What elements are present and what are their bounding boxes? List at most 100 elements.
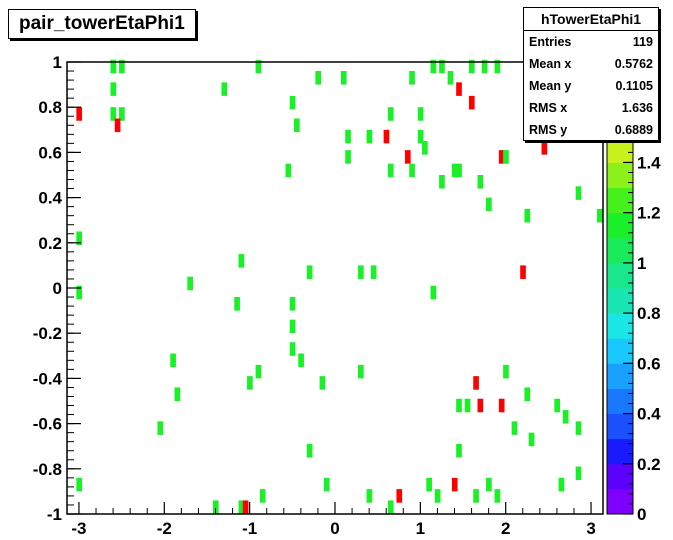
stats-row: Mean x 0.5762 — [524, 53, 658, 75]
heatmap-cell-71 — [498, 398, 505, 413]
heatmap-cell-86 — [558, 477, 565, 492]
stats-label: Entries — [529, 35, 572, 49]
heatmap-cell-60 — [255, 364, 262, 379]
heatmap-cell-2 — [255, 59, 262, 74]
heatmap-cell-1 — [119, 59, 125, 74]
heatmap-cell-63 — [358, 364, 364, 379]
y-tick-label: -0.4 — [33, 369, 63, 388]
heatmap-cell-95 — [242, 500, 249, 514]
heatmap-cell-62 — [319, 376, 326, 390]
heatmap-cell-29 — [345, 150, 351, 164]
heatmap-cell-75 — [511, 421, 518, 435]
stats-row: RMS y 0.6889 — [524, 119, 658, 141]
heatmap-cell-84 — [451, 477, 458, 492]
heatmap-cell-52 — [76, 285, 83, 300]
histogram-title: pair_towerEtaPhi1 — [8, 9, 196, 39]
heatmap-cell-30 — [404, 150, 411, 164]
heatmap-cell-27 — [417, 129, 424, 144]
heatmap-cell-96 — [387, 500, 394, 514]
heatmap-cell-57 — [289, 342, 296, 356]
heatmap-cell-82 — [323, 477, 330, 492]
heatmap-cell-88 — [366, 489, 373, 503]
heatmap-cell-42 — [486, 197, 492, 212]
heatmap-cell-33 — [541, 141, 548, 155]
heatmap-cell-92 — [494, 489, 501, 503]
heatmap-cell-78 — [306, 443, 313, 458]
heatmap-cell-32 — [503, 150, 509, 164]
heatmap-cell-15 — [110, 82, 117, 96]
palette-swatch — [607, 237, 633, 264]
stats-row: Entries 119 — [524, 31, 658, 53]
heatmap-cell-76 — [575, 421, 582, 435]
heatmap-cell-53 — [430, 285, 437, 300]
heatmap-cell-58 — [298, 353, 304, 368]
heatmap-cell-70 — [477, 398, 484, 413]
heatmap-cell-72 — [554, 398, 560, 413]
heatmap-cell-54 — [234, 297, 240, 311]
heatmap-cell-16 — [110, 107, 117, 121]
y-tick-label: 0.8 — [38, 98, 62, 117]
y-tick-label: -0.8 — [33, 460, 62, 479]
heatmap-cell-79 — [456, 443, 462, 458]
stats-label: RMS x — [529, 101, 568, 115]
axes: -3 -2 -1 0 1 2 3 -1 -0.8 -0.6 -0.4 -0.2 0 0.2 0.4 0.6 0.… — [33, 53, 596, 538]
heatmap-cell-59 — [170, 353, 176, 368]
palette-swatch — [607, 488, 633, 515]
heatmap-cell-87 — [259, 489, 266, 503]
palette-swatch — [607, 463, 633, 490]
heatmap-cell-85 — [486, 477, 492, 492]
heatmap-cell-8 — [468, 59, 475, 74]
stats-value: 1.636 — [621, 101, 653, 115]
heatmap-cell-31 — [498, 150, 505, 164]
heatmap-cell-61 — [247, 376, 253, 390]
palette-swatch — [607, 363, 633, 389]
y-tick-label: -0.2 — [33, 324, 62, 343]
heatmap-cell-81 — [76, 477, 83, 492]
heatmap-cell-4 — [340, 71, 347, 85]
heatmap-cell-0 — [110, 59, 117, 74]
palette-swatch — [607, 162, 633, 189]
x-tick-label: 2 — [501, 519, 510, 538]
heatmap-cell-74 — [157, 421, 164, 435]
heatmap-cell-19 — [221, 82, 228, 96]
heatmap-cell-26 — [417, 107, 424, 121]
heatmap-cell-68 — [456, 398, 462, 413]
heatmap-cell-90 — [434, 489, 441, 503]
heatmap-cell-10 — [494, 59, 501, 74]
heatmap-cell-18 — [114, 118, 121, 133]
stats-box: hTowerEtaPhi1 Entries 119 Mean x 0.5762 Mean… — [523, 7, 659, 141]
palette-swatch — [607, 187, 633, 214]
z-tick-label: 0.6 — [637, 354, 661, 373]
stats-value: 119 — [632, 35, 653, 49]
stats-value: 0.6889 — [614, 123, 653, 137]
heatmap-cell-89 — [396, 489, 403, 503]
x-tick-label: -2 — [157, 519, 172, 538]
heatmap-cell-39 — [439, 175, 445, 189]
heatmap-cell-6 — [430, 59, 437, 74]
palette-swatch — [607, 313, 633, 339]
heatmap-cell-51 — [187, 276, 193, 291]
z-tick-label: 0.2 — [637, 455, 661, 474]
palette-swatch — [607, 137, 633, 163]
heatmap-cell-80 — [575, 466, 582, 481]
y-tick-label: -1 — [47, 505, 62, 524]
x-tick-label: -3 — [71, 519, 86, 538]
z-tick-label: 1 — [637, 254, 646, 273]
heatmap-cell-44 — [597, 208, 603, 223]
y-tick-label: 0.2 — [38, 234, 62, 253]
heatmap-cell-34 — [285, 163, 292, 178]
heatmap-cell-55 — [289, 297, 296, 311]
heatmap-cells — [76, 59, 603, 514]
heatmap-cell-69 — [464, 398, 471, 413]
heatmap-cell-49 — [370, 265, 377, 279]
heatmap-cell-3 — [315, 71, 322, 85]
heatmap-cell-41 — [575, 186, 582, 200]
heatmap-cell-11 — [447, 71, 454, 85]
y-tick-label: 0.6 — [38, 143, 62, 162]
y-tick-label: 0.4 — [38, 189, 62, 208]
heatmap-cell-47 — [306, 265, 313, 279]
stats-title: hTowerEtaPhi1 — [524, 8, 658, 31]
stats-label: Mean x — [529, 57, 572, 71]
palette-swatch — [607, 288, 633, 314]
palette-swatch — [607, 438, 633, 465]
